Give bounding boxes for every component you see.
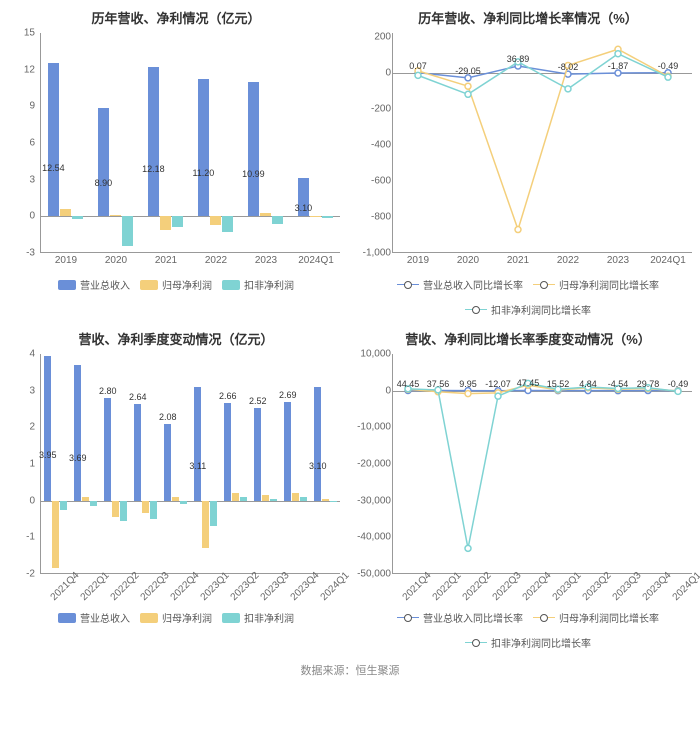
- chart2-title: 历年营收、净利同比增长率情况（%）: [356, 8, 700, 27]
- chart3-plot: -2-1012342021Q43.952022Q13.692022Q22.802…: [40, 354, 340, 574]
- chart3-title: 营收、净利季度变动情况（亿元）: [4, 329, 348, 348]
- panel-chart4: 营收、净利同比增长率季度变动情况（%） -50,000-40,000-30,00…: [352, 321, 700, 654]
- chart-grid: 历年营收、净利情况（亿元） -303691215201912.5420208.9…: [0, 0, 700, 654]
- chart1-title: 历年营收、净利情况（亿元）: [4, 8, 348, 27]
- chart4-plot: -50,000-40,000-30,000-20,000-10,000010,0…: [392, 354, 692, 574]
- panel-chart1: 历年营收、净利情况（亿元） -303691215201912.5420208.9…: [0, 0, 352, 321]
- panel-chart3: 营收、净利季度变动情况（亿元） -2-1012342021Q43.952022Q…: [0, 321, 352, 654]
- chart2-plot: -1,000-800-600-400-200020020192020202120…: [392, 33, 692, 253]
- chart2-legend: 营业总收入同比增长率归母净利润同比增长率扣非净利润同比增长率: [356, 277, 700, 317]
- chart4-legend: 营业总收入同比增长率归母净利润同比增长率扣非净利润同比增长率: [356, 610, 700, 650]
- panel-chart2: 历年营收、净利同比增长率情况（%） -1,000-800-600-400-200…: [352, 0, 700, 321]
- chart4-title: 营收、净利同比增长率季度变动情况（%）: [356, 329, 700, 348]
- chart1-legend: 营业总收入归母净利润扣非净利润: [4, 277, 348, 292]
- data-source-footer: 数据来源：恒生聚源: [0, 654, 700, 690]
- chart3-legend: 营业总收入归母净利润扣非净利润: [4, 610, 348, 625]
- chart1-plot: -303691215201912.5420208.90202112.182022…: [40, 33, 340, 253]
